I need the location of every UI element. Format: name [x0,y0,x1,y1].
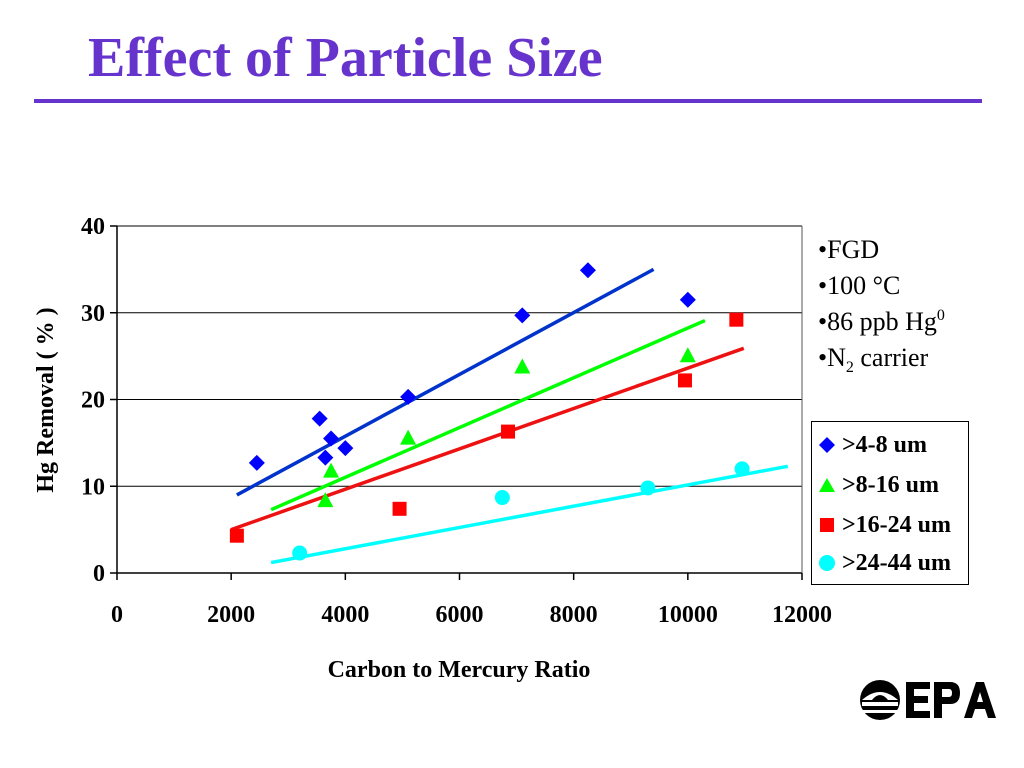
trendline [230,346,745,532]
conditions-notes: •FGD •100 °C •86 ppb Hg0 •N2 carrier [818,232,945,376]
data-point [729,312,744,327]
note-hg-superscript: 0 [936,307,945,324]
slide-title: Effect of Particle Size [88,27,603,89]
x-tick-label: 6000 [436,602,484,628]
gridlines [117,225,802,487]
x-tick-label: 2000 [207,602,255,628]
legend-label: >4-8 um [842,431,928,458]
y-axis-ticks: 0 10 20 30 40 [81,214,117,587]
data-point [317,492,334,508]
triangle-marker-icon [819,478,835,492]
note-carrier-gas: •N2 carrier [818,340,945,376]
circle-marker-icon [819,555,835,571]
data-point [337,440,354,457]
trendline [270,464,789,565]
note-hg-concentration: •86 ppb Hg0 [818,304,945,340]
y-tick-label: 30 [81,301,105,327]
data-point [323,430,340,447]
note-carrier-text: carrier [853,343,929,372]
data-point [734,461,750,477]
data-point [392,501,407,516]
x-tick-label: 4000 [321,602,369,628]
x-axis-label: Carbon to Mercury Ratio [328,657,591,683]
epa-letters [906,682,996,718]
diamond-marker-icon [819,437,835,453]
data-point [679,347,696,363]
legend-item-4-8: >4-8 um [818,428,927,462]
note-n-subscript: 2 [845,359,854,376]
epa-logo [860,680,996,720]
trendlines [230,267,789,565]
legend-item-24-44: >24-44 um [818,546,951,580]
x-tick-label: 8000 [550,602,598,628]
y-tick-label: 40 [81,214,105,240]
x-axis-ticks: 0 2000 4000 6000 8000 10000 12000 [111,573,832,628]
data-point [317,449,334,466]
data-point [311,410,328,427]
data-point [514,358,531,374]
data-point [323,462,340,478]
data-point [494,490,510,506]
legend-item-16-24: >16-24 um [818,508,951,542]
y-tick-label: 0 [93,561,105,587]
x-tick-label: 0 [111,602,123,628]
data-point [292,545,308,561]
legend-item-8-16: >8-16 um [818,468,939,502]
y-tick-label: 10 [81,474,105,500]
title-underline [34,99,982,103]
square-marker-icon [820,518,834,532]
x-tick-label: 12000 [772,602,832,628]
legend-label: >24-44 um [842,549,952,576]
y-axis-label: Hg Removal ( % ) [33,307,59,492]
note-hg-text: •86 ppb Hg [818,307,937,336]
data-point [229,528,244,543]
data-point [677,373,692,388]
y-tick-label: 20 [81,388,105,414]
data-point [248,454,265,471]
legend-label: >16-24 um [842,511,952,538]
trendline [270,318,706,512]
chart-legend: >4-8 um >8-16 um >16-24 um >24-44 um [811,421,969,585]
data-point [679,291,696,308]
data-point [640,480,656,496]
note-temperature: •100 °C [818,271,901,300]
epa-flower-icon [860,680,900,720]
trendline [236,267,655,497]
data-point [579,262,596,279]
x-tick-label: 10000 [658,602,718,628]
data-point [400,429,417,445]
data-point [400,388,417,405]
legend-label: >8-16 um [842,471,940,498]
data-points [229,262,750,561]
data-point [514,307,531,324]
note-fgd: •FGD [818,235,880,264]
note-n-text: •N [818,343,846,372]
data-point [501,424,516,439]
